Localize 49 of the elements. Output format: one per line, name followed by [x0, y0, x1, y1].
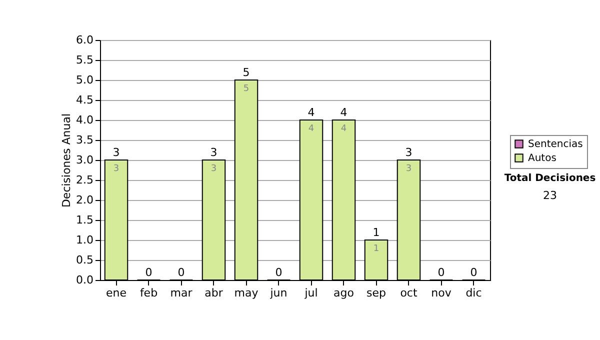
data-label: 3 — [406, 164, 412, 174]
x-tick-label: nov — [431, 286, 452, 300]
data-label: 5 — [243, 84, 250, 94]
total-label: 0 — [470, 266, 478, 279]
total-label: 4 — [308, 106, 315, 119]
data-label: 3 — [210, 164, 217, 174]
total-label: 0 — [145, 266, 152, 279]
x-tick-label: feb — [140, 286, 158, 300]
data-label: 4 — [340, 124, 347, 134]
x-tick-label: ago — [334, 286, 354, 300]
total-label: 3 — [210, 146, 218, 159]
x-tick-label: oct — [400, 286, 418, 300]
y-tick-label: 1.0 — [76, 234, 94, 246]
y-tick-label: 6.0 — [76, 34, 94, 46]
total-label: 3 — [405, 146, 412, 159]
x-tick-label: abr — [204, 286, 224, 300]
y-tick-label: 3.5 — [76, 134, 94, 146]
y-tick-label: 4.5 — [76, 94, 94, 106]
y-tick-label: 4.0 — [76, 114, 94, 126]
y-tick-label: 5.0 — [76, 74, 94, 86]
y-tick-label: 0.5 — [76, 254, 94, 266]
x-tick-label: sep — [366, 286, 386, 300]
total-label: 1 — [372, 226, 380, 239]
y-tick-label: 0.0 — [76, 274, 94, 286]
legend-label: Sentencias — [528, 139, 583, 150]
x-tick-label: may — [234, 286, 259, 300]
total-label: 0 — [275, 266, 282, 279]
y-tick-label: 5.5 — [76, 54, 94, 66]
total-label: 0 — [438, 266, 445, 279]
total-label: 5 — [242, 66, 250, 79]
data-label: 3 — [113, 164, 120, 174]
y-tick-label: 3.0 — [76, 154, 94, 166]
x-tick-label: ene — [106, 286, 127, 300]
legend-label: Autos — [528, 153, 556, 164]
y-tick-label: 2.0 — [76, 194, 94, 206]
text: 23 — [543, 189, 557, 202]
text: Total Decisiones — [504, 173, 596, 184]
total-label: 4 — [340, 106, 348, 119]
total-label: 0 — [178, 266, 185, 279]
data-label: 1 — [373, 244, 380, 254]
y-tick-label: 2.5 — [76, 174, 94, 186]
total-label: 3 — [112, 146, 120, 159]
x-tick-label: mar — [170, 286, 193, 300]
y-axis-title: Decisiones Anual — [60, 113, 74, 208]
data-label: 4 — [308, 124, 314, 134]
y-tick-label: 1.5 — [76, 214, 94, 226]
x-tick-label: dic — [466, 286, 482, 300]
x-tick-label: jun — [269, 286, 288, 300]
x-tick-label: jul — [304, 286, 318, 300]
